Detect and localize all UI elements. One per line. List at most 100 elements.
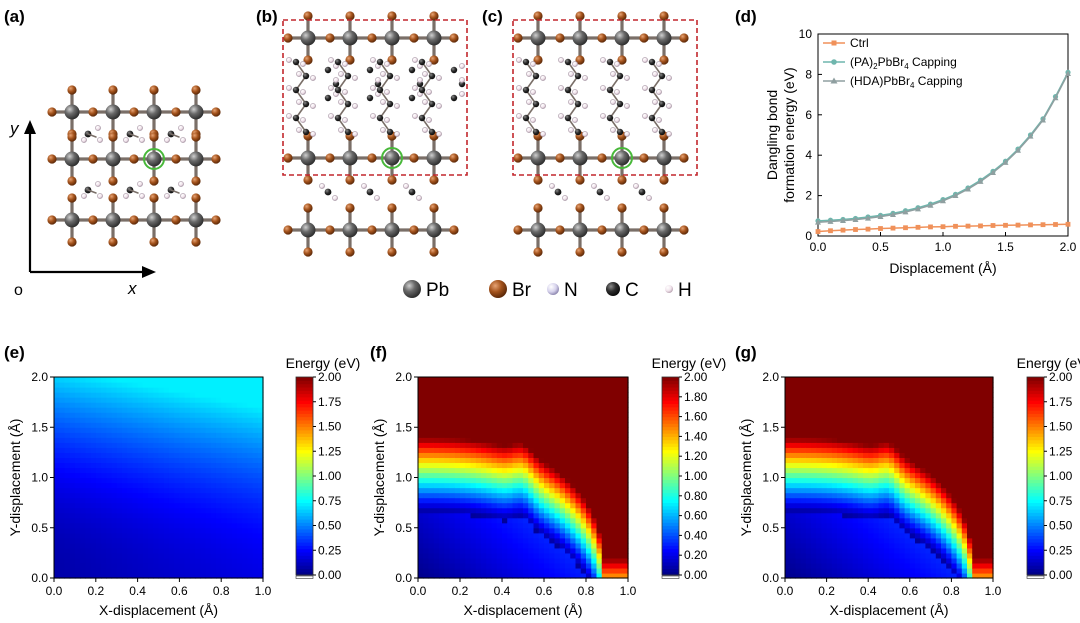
heat-cell [132, 497, 139, 504]
heat-cell [565, 492, 571, 499]
heat-cell [200, 382, 207, 388]
heat-cell [54, 557, 60, 564]
c-atom [648, 86, 656, 94]
heat-cell [821, 567, 828, 574]
heat-cell [257, 557, 264, 564]
heat-cell [210, 452, 217, 458]
heat-cell [821, 502, 828, 509]
heat-cell [842, 392, 848, 398]
heat-cell [816, 387, 822, 393]
h-atom [526, 71, 532, 77]
heat-cell [873, 532, 880, 539]
heat-cell [132, 527, 139, 534]
heat-cell [873, 452, 880, 458]
heat-cell [795, 457, 802, 464]
heat-cell [210, 422, 217, 428]
heat-cell [449, 522, 456, 529]
heat-cell [221, 442, 228, 448]
heat-cell [257, 512, 264, 519]
heat-cell [423, 522, 430, 529]
heat-cell [607, 437, 613, 443]
heat-cell [221, 412, 228, 418]
heat-cell [64, 572, 71, 579]
br-atom [149, 193, 159, 203]
heat-cell [559, 532, 566, 539]
heat-cell [137, 427, 144, 433]
heat-cell [433, 407, 440, 413]
heat-cell [575, 512, 582, 519]
heat-cell [899, 572, 906, 579]
heat-cell [596, 492, 603, 499]
heat-cell [132, 392, 139, 398]
heat-cell [795, 392, 802, 398]
heat-cell [226, 552, 233, 559]
heat-cell [549, 462, 556, 469]
br-atom [67, 85, 77, 95]
data-point [890, 211, 896, 217]
heat-cell [236, 532, 243, 539]
heat-cell [580, 542, 587, 549]
heat-cell [470, 427, 477, 433]
pb-atom [64, 104, 80, 120]
heat-cell [163, 452, 170, 458]
heat-cell [210, 377, 217, 383]
heat-cell [899, 437, 906, 443]
heat-cell [101, 392, 107, 398]
heat-cell [852, 412, 859, 418]
heat-cell [195, 502, 201, 509]
heat-cell [444, 457, 451, 464]
heat-cell [215, 392, 222, 398]
heat-cell [554, 497, 561, 504]
heat-cell [236, 382, 243, 388]
heat-cell [153, 502, 160, 509]
heat-cell [491, 447, 498, 453]
heat-cell [80, 492, 86, 499]
h-atom [286, 57, 292, 63]
heat-cell [831, 547, 838, 554]
heat-cell [454, 457, 461, 464]
colorbar-segment [662, 443, 679, 447]
heat-cell [195, 512, 201, 519]
h-atom [426, 61, 432, 67]
heat-cell [889, 477, 895, 484]
heat-cell [821, 552, 828, 559]
heat-cell [821, 472, 828, 479]
h-atom [95, 181, 101, 187]
br-atom [449, 153, 459, 163]
heat-cell [460, 427, 466, 433]
heat-cell [904, 487, 911, 494]
h-atom [81, 137, 87, 143]
heat-cell [868, 552, 874, 559]
heat-cell [184, 487, 191, 494]
heat-cell [418, 457, 424, 464]
heat-cell [95, 397, 102, 403]
heat-cell [904, 432, 911, 438]
heat-cell [486, 562, 493, 569]
heat-cell [69, 502, 76, 509]
colorbar-segment [296, 462, 313, 467]
heat-cell [231, 537, 238, 544]
heat-cell [142, 537, 149, 544]
heat-cell [842, 382, 848, 388]
heat-cell [247, 447, 254, 453]
heat-cell [59, 377, 66, 383]
heat-cell [95, 452, 102, 458]
heat-cell [878, 532, 885, 539]
heat-cell [121, 467, 128, 474]
heat-cell [538, 497, 545, 504]
heat-cell [428, 462, 435, 469]
h-atom [300, 117, 306, 123]
heat-cell [95, 547, 102, 554]
heat-cell [116, 547, 123, 554]
heat-cell [106, 497, 113, 504]
heat-cell [423, 457, 430, 464]
heat-cell [847, 412, 854, 418]
heat-cell [821, 412, 828, 418]
heat-cell [163, 412, 170, 418]
heat-cell [439, 377, 445, 383]
heat-cell [69, 547, 76, 554]
heat-cell [460, 392, 466, 398]
heat-cell [465, 452, 472, 458]
heat-cell [444, 382, 451, 388]
br-atom [345, 11, 355, 21]
